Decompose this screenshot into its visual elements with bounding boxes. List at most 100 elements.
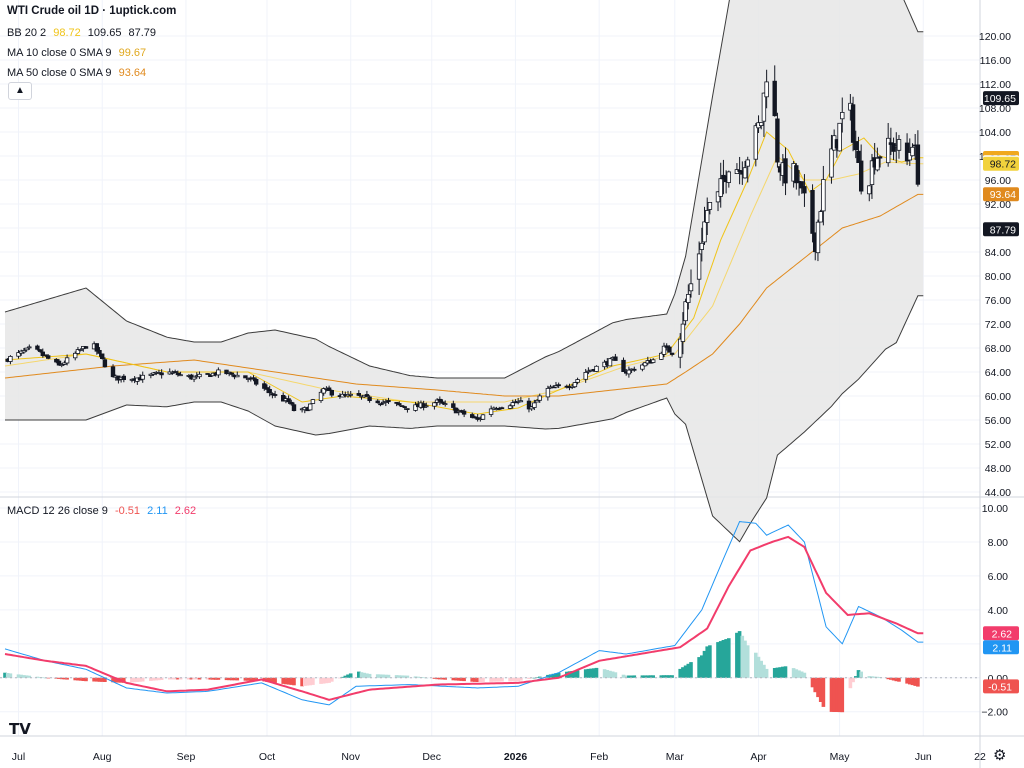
macd-hist-bar	[462, 677, 466, 682]
macd-hist-bar	[886, 677, 890, 680]
macd-hist-bar	[92, 677, 96, 682]
price-tick-label: 72.00	[985, 319, 1011, 331]
macd-hist-bar	[62, 677, 67, 680]
macd-hist-bar	[27, 675, 32, 678]
macd-hist-bar	[889, 677, 893, 680]
ma50-value: 93.64	[118, 67, 147, 79]
ma10-label: MA 10 close 0 SMA 9	[7, 47, 112, 59]
candle-body	[696, 253, 702, 280]
candle-body	[772, 80, 777, 117]
candle-body	[97, 349, 102, 354]
candle-body	[553, 385, 559, 388]
chart-title: WTI Crude oil 1D · 1uptick.com	[7, 5, 177, 17]
price-tick-label: 64.00	[985, 367, 1011, 379]
macd-hist-bar	[130, 677, 134, 683]
candle-body	[394, 401, 399, 404]
candle-body	[594, 365, 599, 372]
macd-hist-bar	[205, 677, 210, 680]
macd-hist-bar	[735, 632, 739, 678]
macd-hist-bar	[173, 677, 177, 680]
candle-body	[178, 374, 183, 377]
macd-hist-bar	[894, 677, 899, 682]
macd-hist-bar	[343, 675, 348, 678]
gear-icon[interactable]: ⚙	[993, 747, 1007, 764]
candle-body	[669, 352, 675, 355]
candle-body	[896, 139, 902, 151]
candle-body	[424, 405, 429, 408]
ma50-legend: MA 50 close 0 SMA 9 93.64	[7, 67, 150, 79]
price-tag-label: 98.72	[990, 159, 1016, 171]
candle-body	[891, 143, 896, 152]
price-tag-label: 109.65	[984, 93, 1016, 105]
macd-line-value: 2.11	[147, 505, 168, 517]
candle-body	[229, 372, 235, 375]
candle-body	[367, 396, 372, 401]
macd-hist-bar	[154, 677, 158, 681]
macd-hist-bar	[640, 675, 645, 678]
macd-hist-bar	[910, 677, 915, 686]
macd-hist-bar	[816, 677, 820, 698]
candle-body	[140, 374, 145, 380]
macd-hist-bar	[705, 646, 709, 678]
collapse-legend-button[interactable]: ▲	[8, 82, 32, 100]
macd-hist-bar	[821, 677, 826, 707]
macd-hist-bar	[775, 667, 780, 678]
candle-body	[291, 404, 297, 412]
macd-hist-bar	[592, 668, 596, 678]
macd-hist-bar	[235, 677, 240, 681]
macd-hist-bar	[324, 677, 329, 684]
macd-hist-bar	[867, 676, 872, 678]
macd-hist-bar	[727, 638, 731, 678]
candle-body	[840, 112, 845, 120]
time-tick-label: Oct	[259, 751, 275, 763]
macd-tick-label: 4.00	[988, 605, 1009, 617]
macd-hist-bar	[762, 664, 766, 678]
macd-hist-bar	[157, 677, 161, 681]
bb-band-fill	[5, 0, 924, 542]
macd-hist-bar	[224, 677, 229, 681]
macd-hist-bar	[740, 635, 745, 678]
macd-hist-bar	[538, 676, 542, 678]
macd-hist-bar	[348, 673, 353, 678]
macd-hist-bar	[589, 668, 593, 678]
candle-body	[386, 400, 391, 403]
bb-upper-value: 109.65	[87, 27, 122, 39]
macd-hist-bar	[835, 677, 839, 712]
candle-body	[742, 167, 748, 179]
macd-hist-bar	[697, 657, 701, 678]
macd-hist-bar	[340, 676, 345, 678]
price-tags: 109.6599.6798.9598.7293.6487.792.622.11-…	[983, 91, 1019, 694]
macd-hist-bar	[610, 671, 615, 678]
candle-body	[526, 400, 532, 410]
candle-body	[83, 346, 89, 349]
candle-body	[110, 366, 116, 378]
bb-lower-value: 87.79	[128, 27, 157, 39]
macd-hist-bar	[251, 677, 256, 681]
macd-legend: MACD 12 26 close 9 -0.51 2.11 2.62	[7, 505, 200, 517]
macd-hist-bar	[716, 642, 720, 678]
candle-body	[159, 372, 164, 376]
candle-body	[632, 368, 637, 371]
macd-hist-bar	[327, 677, 331, 683]
candle-body	[802, 186, 807, 194]
candle-body	[556, 384, 561, 387]
macd-hist-bar	[570, 671, 574, 678]
candle-body	[850, 104, 856, 143]
candle-body	[651, 359, 656, 363]
macd-hist-bar	[743, 640, 747, 678]
macd-hist-bar	[802, 672, 807, 678]
macd-hist-bar	[78, 677, 83, 681]
macd-hist-bar	[781, 666, 785, 678]
macd-hist-bar	[138, 677, 142, 682]
price-tick-label: 104.00	[979, 127, 1011, 139]
candle-body	[121, 375, 126, 381]
macd-hist-bar	[891, 677, 896, 681]
macd-hist-bar	[254, 677, 258, 681]
candle-body	[607, 358, 613, 367]
macd-hist-bar	[367, 673, 372, 678]
macd-hist-bar	[300, 677, 304, 687]
candle-body	[775, 118, 780, 163]
macd-hist-bar	[475, 677, 480, 682]
macd-hist-bar	[519, 677, 523, 681]
macd-hist-bar	[265, 677, 269, 682]
